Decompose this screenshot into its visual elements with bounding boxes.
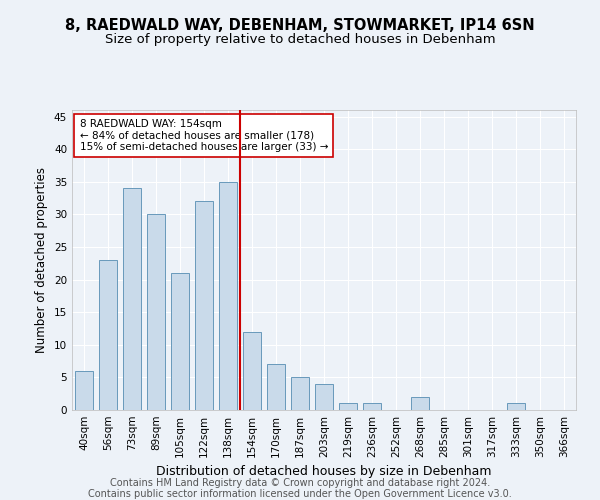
Bar <box>507 404 525 410</box>
Bar <box>195 202 213 410</box>
X-axis label: Distribution of detached houses by size in Debenham: Distribution of detached houses by size … <box>156 466 492 478</box>
Bar <box>363 404 381 410</box>
Text: 8, RAEDWALD WAY, DEBENHAM, STOWMARKET, IP14 6SN: 8, RAEDWALD WAY, DEBENHAM, STOWMARKET, I… <box>65 18 535 32</box>
Y-axis label: Number of detached properties: Number of detached properties <box>35 167 49 353</box>
Bar <box>243 332 261 410</box>
Text: 8 RAEDWALD WAY: 154sqm
← 84% of detached houses are smaller (178)
15% of semi-de: 8 RAEDWALD WAY: 154sqm ← 84% of detached… <box>80 119 328 152</box>
Bar <box>219 182 237 410</box>
Bar <box>75 371 93 410</box>
Bar <box>267 364 285 410</box>
Text: Contains HM Land Registry data © Crown copyright and database right 2024.: Contains HM Land Registry data © Crown c… <box>110 478 490 488</box>
Bar <box>123 188 141 410</box>
Bar <box>291 378 309 410</box>
Bar <box>411 397 429 410</box>
Text: Size of property relative to detached houses in Debenham: Size of property relative to detached ho… <box>104 32 496 46</box>
Text: Contains public sector information licensed under the Open Government Licence v3: Contains public sector information licen… <box>88 489 512 499</box>
Bar <box>171 273 189 410</box>
Bar <box>147 214 165 410</box>
Bar <box>339 404 357 410</box>
Bar <box>315 384 333 410</box>
Bar <box>99 260 117 410</box>
